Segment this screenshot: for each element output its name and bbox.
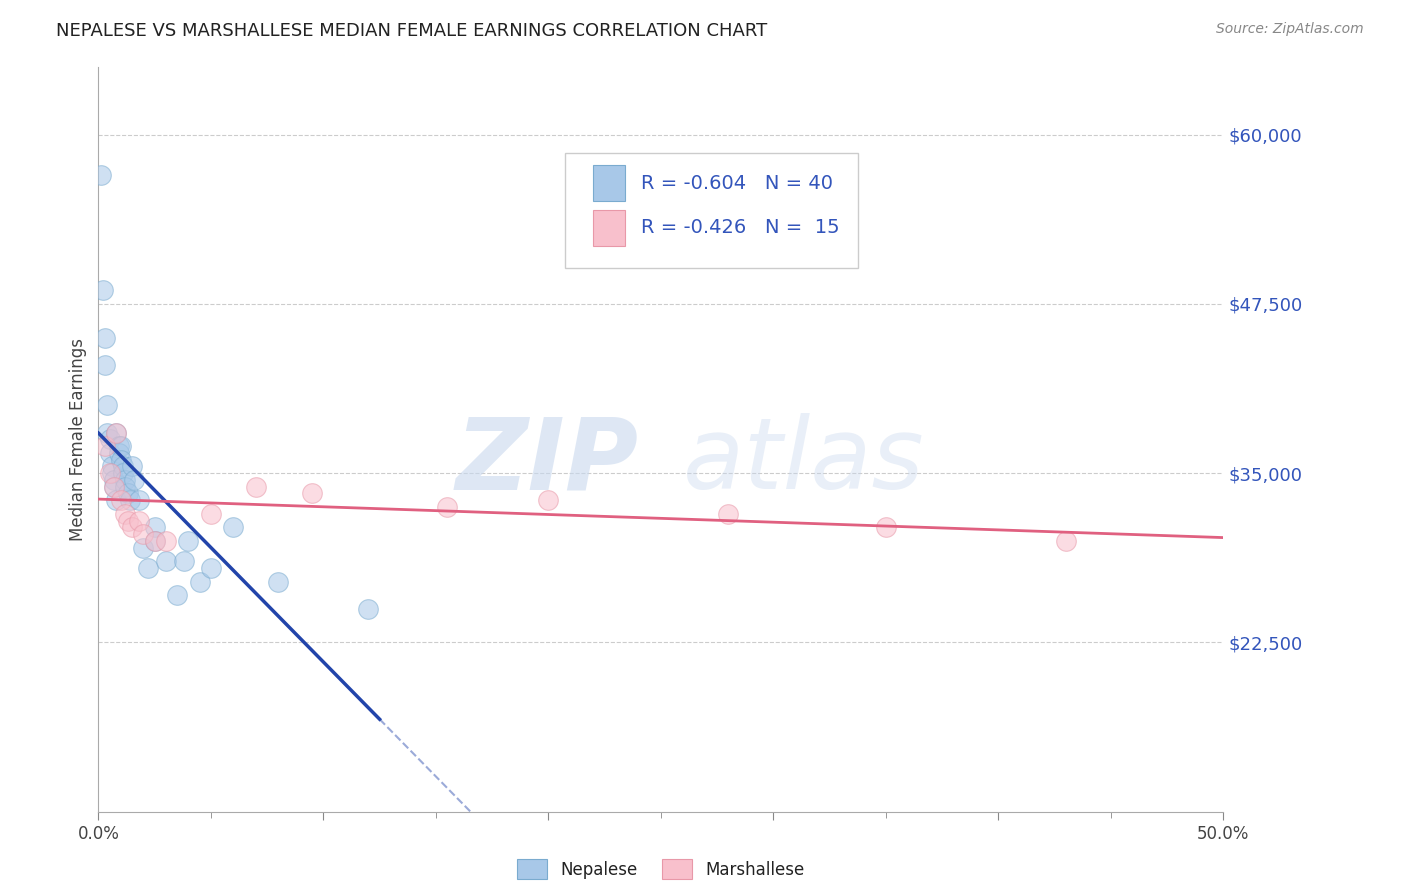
Point [128,493,150,508]
Point [96,399,118,413]
Point [173,554,195,568]
Y-axis label: Median Female Earnings: Median Female Earnings [69,338,87,541]
Point [110,439,132,453]
Point [128,514,150,528]
Point [101,459,124,474]
Point [136,561,159,575]
Point [301,486,323,500]
Point [155,554,177,568]
Point [188,574,211,589]
Point [1054,533,1077,548]
Point [222,520,245,534]
Point [143,533,166,548]
Point [124,473,146,487]
Point [107,439,129,453]
Point [105,493,128,508]
Point [114,473,136,487]
Point [94,331,117,345]
Point [103,480,125,494]
Point [245,480,267,494]
Bar [593,165,624,201]
Text: R = -0.604   N = 40: R = -0.604 N = 40 [641,174,832,193]
Point [117,486,139,500]
Point [267,574,290,589]
Point [177,533,200,548]
Point [357,601,380,615]
Point [110,493,132,508]
Point [98,446,121,460]
Point [114,480,136,494]
Point [121,459,143,474]
Point [110,452,132,467]
Point [143,520,166,534]
Point [105,425,128,440]
Point [166,588,188,602]
Point [132,541,155,555]
Point [107,446,129,460]
Point [117,514,139,528]
Point [155,533,177,548]
Point [436,500,458,514]
Text: R = -0.426   N =  15: R = -0.426 N = 15 [641,219,839,237]
Text: NEPALESE VS MARSHALLESE MEDIAN FEMALE EARNINGS CORRELATION CHART: NEPALESE VS MARSHALLESE MEDIAN FEMALE EA… [56,22,768,40]
Point [200,507,222,521]
FancyBboxPatch shape [565,153,858,268]
Point [114,507,136,521]
Text: atlas: atlas [683,413,925,510]
Bar [593,210,624,245]
Point [200,561,222,575]
Point [717,507,740,521]
Point [98,433,121,447]
Text: ZIP: ZIP [456,413,638,510]
Point [103,480,125,494]
Point [91,284,114,298]
Text: Source: ZipAtlas.com: Source: ZipAtlas.com [1216,22,1364,37]
Point [537,493,560,508]
Point [98,466,121,480]
Point [94,358,117,372]
Point [121,520,143,534]
Point [143,533,166,548]
Point [105,425,128,440]
Point [90,168,112,182]
Point [101,466,124,480]
Point [94,439,117,453]
Point [112,466,135,480]
Point [118,493,141,508]
Point [132,527,155,541]
Point [103,473,125,487]
Point [112,459,135,474]
Point [96,425,118,440]
Point [875,520,897,534]
Legend: Nepalese, Marshallese: Nepalese, Marshallese [510,853,811,886]
